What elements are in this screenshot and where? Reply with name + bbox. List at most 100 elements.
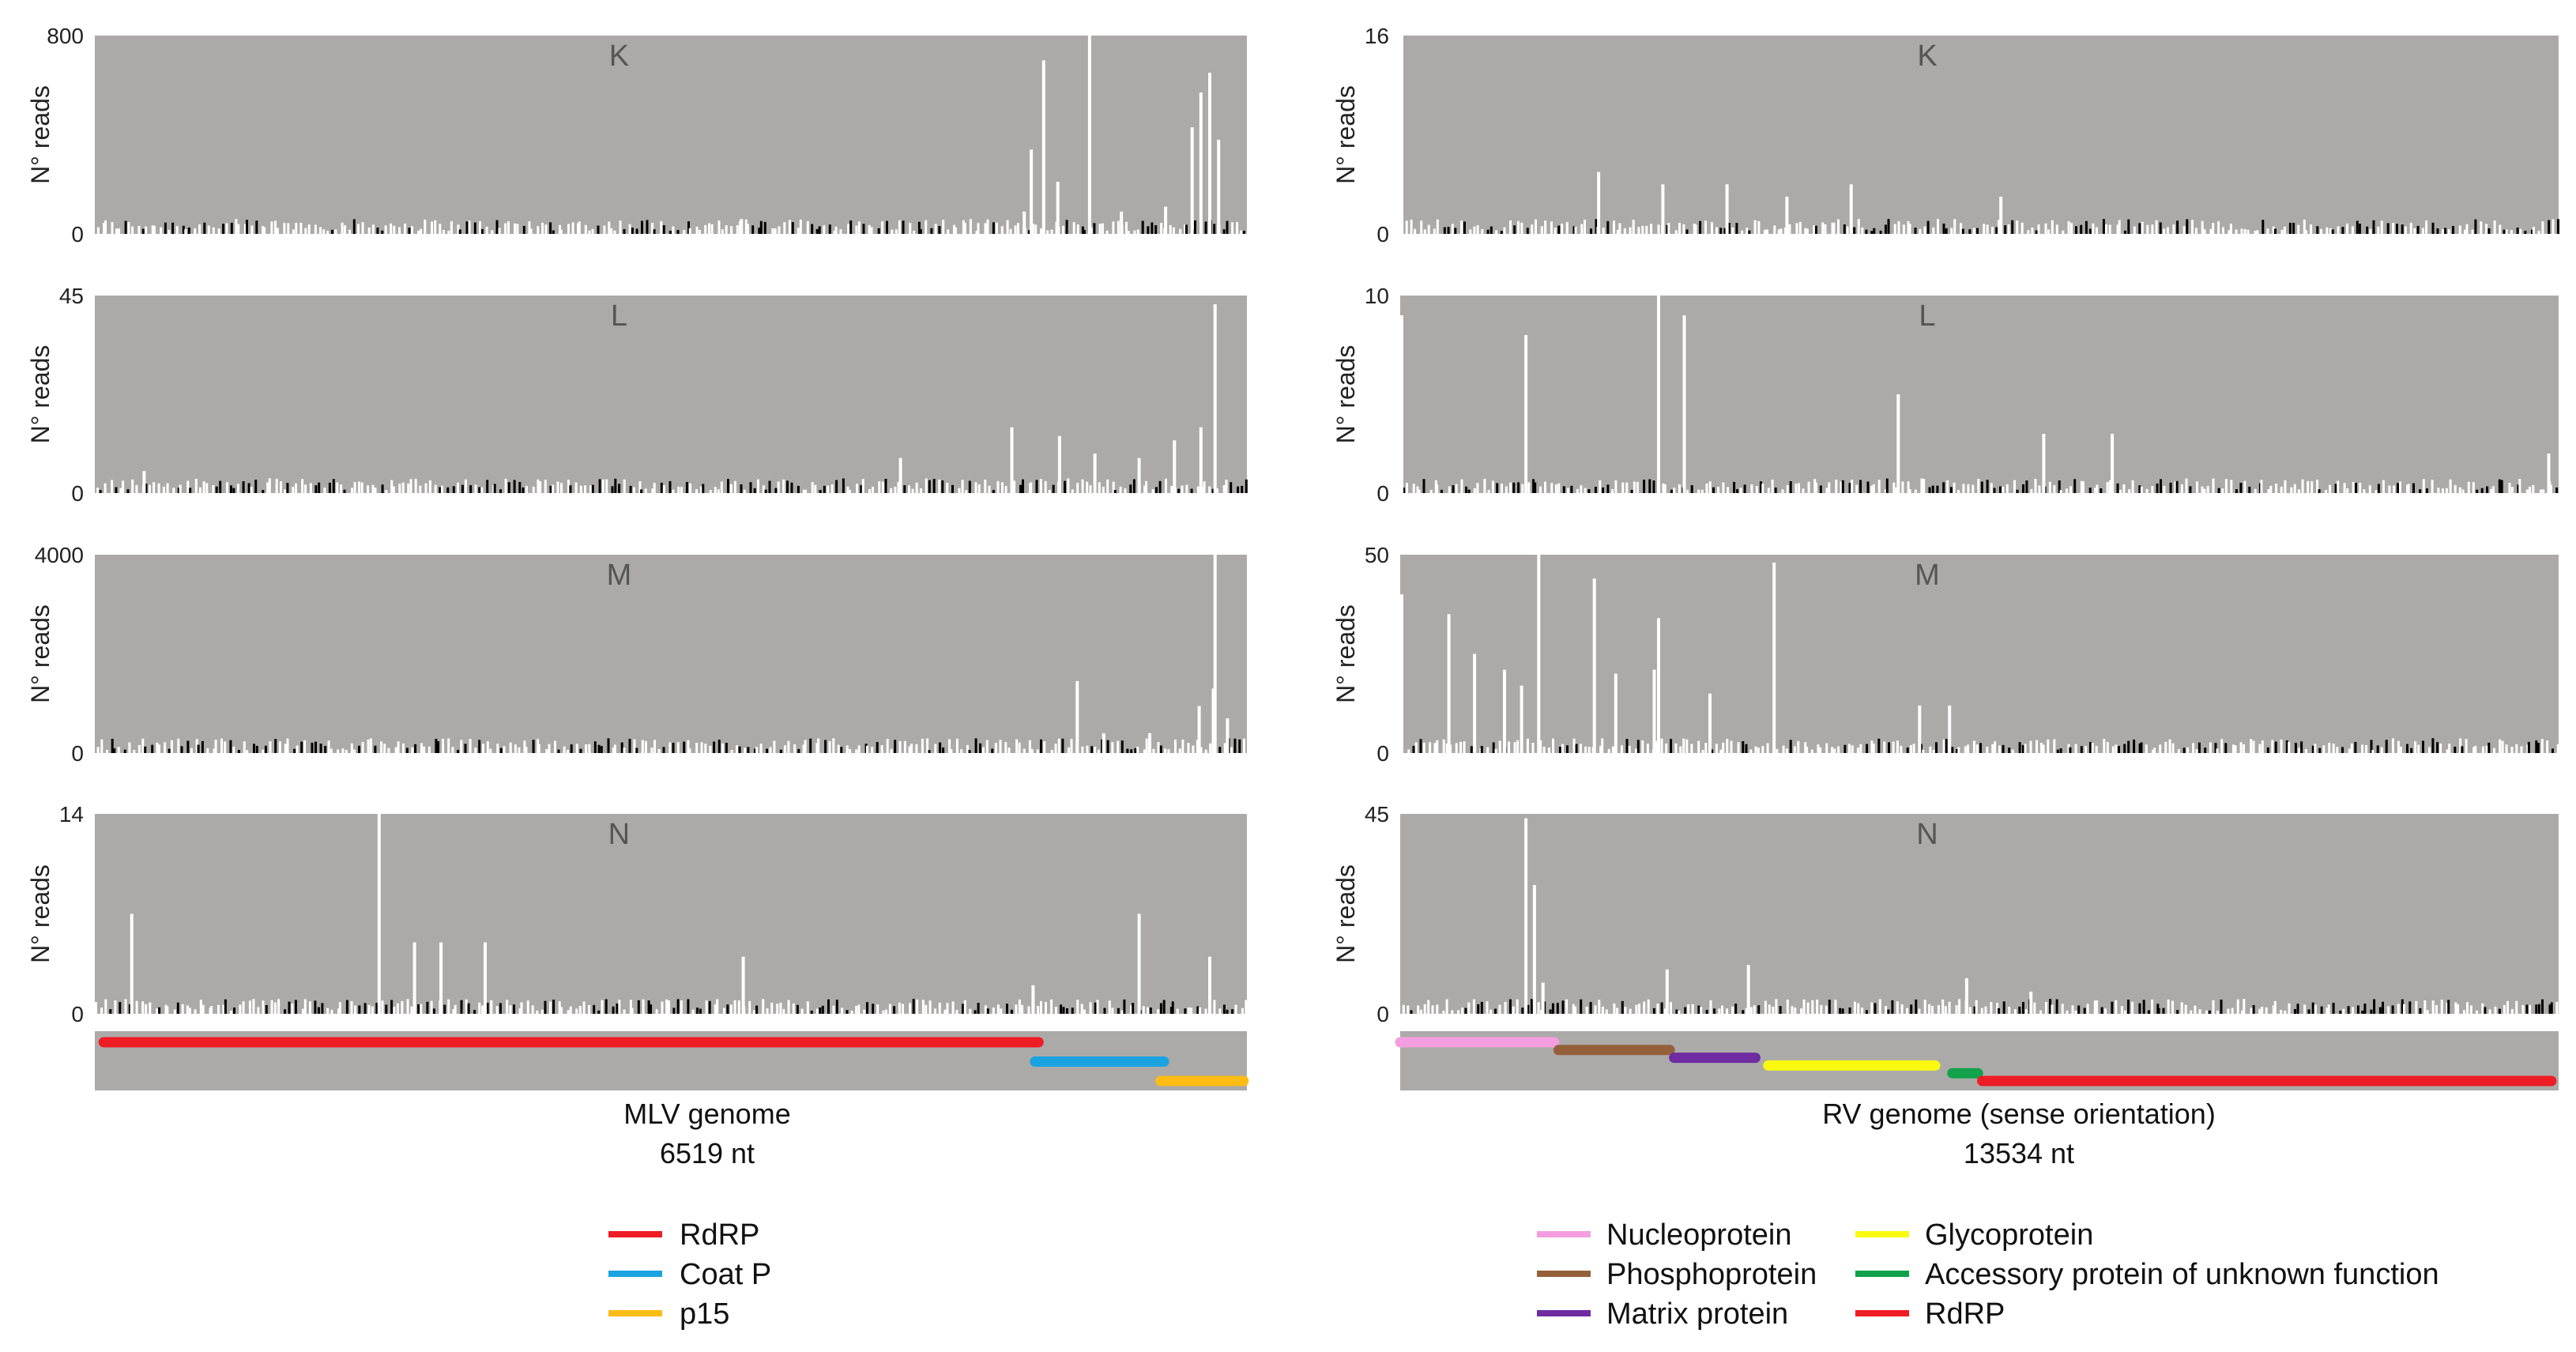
coverage-bar [1636, 481, 1639, 493]
coverage-bar [930, 228, 933, 234]
coverage-bar [862, 224, 865, 234]
coverage-bar [1520, 222, 1523, 234]
coverage-bar [408, 228, 411, 234]
coverage-bar [1781, 489, 1784, 493]
coverage-bar [876, 742, 879, 753]
coverage-bar [2252, 1005, 2255, 1014]
coverage-bar [2311, 745, 2314, 753]
coverage-bar [464, 479, 467, 493]
coverage-bar [518, 482, 522, 493]
coverage-bar [307, 224, 311, 234]
coverage-bar [2377, 484, 2380, 493]
coverage-bar [317, 1007, 320, 1014]
coverage-bar [2403, 1004, 2405, 1014]
coverage-bar [1900, 745, 1903, 753]
legend-label: RdRP [680, 1218, 759, 1252]
coverage-bar [2351, 226, 2354, 234]
coverage-bar [1178, 748, 1181, 753]
coverage-bar [2085, 220, 2088, 234]
coverage-bar [1941, 999, 1945, 1014]
coverage-bar [322, 229, 326, 234]
coverage-bar [1476, 225, 1479, 234]
coverage-bar [2391, 738, 2394, 753]
coverage-bar [338, 1002, 341, 1014]
y-tick-min: 0 [1377, 481, 1389, 506]
coverage-bar [2280, 229, 2284, 234]
coverage-bar [672, 1007, 676, 1014]
coverage-bar [2261, 740, 2264, 753]
coverage-bar [1234, 1004, 1237, 1014]
coverage-bar [1768, 1004, 1771, 1014]
coverage-bar [1467, 1002, 1471, 1014]
coverage-bar [257, 1007, 260, 1014]
coverage-bar [151, 744, 154, 753]
coverage-bar [668, 231, 672, 234]
coverage-bar [186, 480, 190, 493]
coverage-bar [1461, 1007, 1464, 1014]
coverage-bar [2164, 741, 2167, 753]
coverage-bar [367, 739, 370, 753]
coverage-bar [1819, 485, 1822, 493]
coverage-bar [2111, 746, 2115, 753]
coverage-bar [1893, 224, 1896, 234]
coverage-bar [1184, 1008, 1187, 1014]
coverage-bar [2401, 999, 2404, 1014]
coverage-bar [2127, 1000, 2130, 1014]
coverage-bar [848, 489, 851, 493]
coverage-bar [2408, 1001, 2412, 1014]
coverage-bar [205, 483, 209, 493]
coverage-bar [774, 228, 777, 234]
peak-bar [1473, 653, 1477, 753]
coverage-bar [314, 224, 317, 234]
y-tick-max: 45 [59, 284, 84, 308]
coverage-bar [1802, 999, 1806, 1014]
coverage-bar [2493, 748, 2495, 753]
coverage-bar [688, 748, 691, 753]
coverage-bar [2074, 226, 2077, 234]
coverage-bar [704, 744, 707, 753]
coverage-bar [1878, 999, 1881, 1014]
coverage-bar [2484, 1007, 2487, 1014]
coverage-bar [461, 484, 464, 493]
coverage-bar [1708, 481, 1712, 493]
coverage-bar [374, 745, 377, 753]
coverage-bar [2296, 1004, 2299, 1014]
coverage-bar [171, 222, 175, 234]
coverage-bar [1170, 486, 1173, 493]
legend-label: Coat P [680, 1258, 771, 1291]
coverage-bar [358, 1005, 361, 1014]
coverage-bar [1500, 231, 1503, 234]
coverage-bar [270, 221, 273, 234]
peak-bar [1217, 139, 1221, 234]
coverage-bar [1501, 484, 1503, 493]
coverage-bar [2498, 1008, 2501, 1014]
coverage-bar [2274, 228, 2277, 234]
coverage-bar [1040, 739, 1042, 753]
peak-bar [1532, 885, 1536, 1014]
coverage-bar [1584, 488, 1587, 493]
coverage-bar [1766, 229, 1768, 234]
coverage-bar [385, 490, 388, 493]
coverage-bar [1086, 745, 1089, 753]
coverage-bar [414, 744, 417, 753]
coverage-bar [2118, 746, 2120, 753]
coverage-bar [544, 224, 548, 234]
peak-bar [1137, 458, 1141, 493]
peak-bar [1682, 315, 1686, 493]
coverage-bar [2436, 742, 2439, 753]
coverage-bar [1572, 1004, 1575, 1014]
coverage-bar [2503, 1004, 2506, 1014]
coverage-bar [2428, 747, 2431, 753]
coverage-bar [2508, 483, 2511, 493]
coverage-bar [1991, 744, 1994, 753]
coverage-bar [2105, 224, 2107, 234]
coverage-bar [2071, 1005, 2074, 1014]
coverage-bar [1199, 1007, 1201, 1014]
coverage-bar [451, 747, 454, 753]
coverage-bar [2176, 220, 2179, 234]
coverage-bar [1757, 748, 1760, 753]
coverage-bar [1857, 219, 1860, 234]
coverage-bar [1950, 228, 1953, 234]
coverage-bar [1964, 746, 1967, 753]
